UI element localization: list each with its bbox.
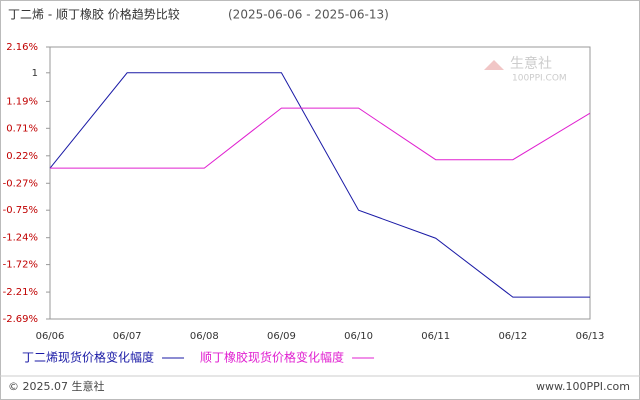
watermark: 生意社 100PPI.COM [484,55,567,84]
x-tick-label: 06/13 [576,331,605,342]
y-tick-label: 2.16% [6,42,38,53]
x-tick-label: 06/11 [421,331,450,342]
footer-site: www.100PPI.com [536,380,630,393]
watermark-site: 100PPI.COM [512,74,567,84]
y-tick-label: 0.22% [6,151,38,162]
legend-label: 丁二烯现货价格变化幅度 [22,350,154,365]
footer-copyright: © 2025.07 生意社 [8,379,104,393]
x-tick-label: 06/12 [498,331,527,342]
y-tick-label: -1.24% [3,233,38,244]
chart-subtitle: (2025-06-06 - 2025-06-13) [228,8,389,22]
y-tick-label: -2.21% [3,287,38,298]
watermark-logo [484,60,504,70]
series-line [50,107,591,169]
series-line [49,72,590,298]
y-tick-label: -0.75% [3,205,38,216]
y-tick-label: 1.19% [6,96,38,107]
x-tick-label: 06/09 [267,331,296,342]
x-tick-label: 06/06 [36,331,65,342]
y-tick-label: 1 [32,68,38,79]
legend-label: 顺丁橡胶现货价格变化幅度 [200,350,344,365]
chart-title: 丁二烯 - 顺丁橡胶 价格趋势比较 [8,7,180,22]
y-tick-label: -1.72% [3,260,38,271]
y-tick-label: -2.69% [3,314,38,325]
y-tick-label: -0.27% [3,178,38,189]
x-tick-label: 06/08 [190,331,219,342]
x-tick-label: 06/10 [344,331,373,342]
y-tick-label: 0.71% [6,123,38,134]
x-tick-label: 06/07 [113,331,142,342]
watermark-name: 生意社 [510,55,552,72]
